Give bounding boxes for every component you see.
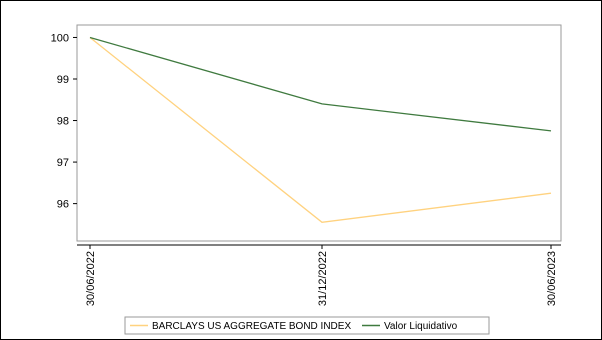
legend-box	[124, 316, 490, 335]
x-tick-label: 30/06/2022	[85, 251, 97, 306]
y-tick-label: 100	[51, 32, 69, 44]
x-axis: 30/06/2022 31/12/2022 30/06/2023	[77, 244, 561, 306]
legend-label: Valor Liquidativo	[384, 321, 458, 332]
y-tick-label: 97	[57, 157, 69, 169]
y-tick-label: 98	[57, 116, 69, 128]
series-lines	[89, 36, 552, 223]
legend-label: BARCLAYS US AGGREGATE BOND INDEX	[152, 321, 351, 332]
y-tick-label: 99	[57, 74, 69, 86]
y-tick-label: 96	[57, 199, 69, 211]
plot-area	[76, 24, 562, 242]
legend: BARCLAYS US AGGREGATE BOND INDEX Valor Li…	[124, 316, 490, 335]
series-line	[89, 36, 552, 223]
x-tick-label: 30/06/2023	[546, 251, 558, 306]
y-axis: 96 97 98 99 100	[51, 32, 77, 211]
series-line	[89, 36, 552, 132]
x-tick-label: 31/12/2022	[317, 251, 329, 306]
